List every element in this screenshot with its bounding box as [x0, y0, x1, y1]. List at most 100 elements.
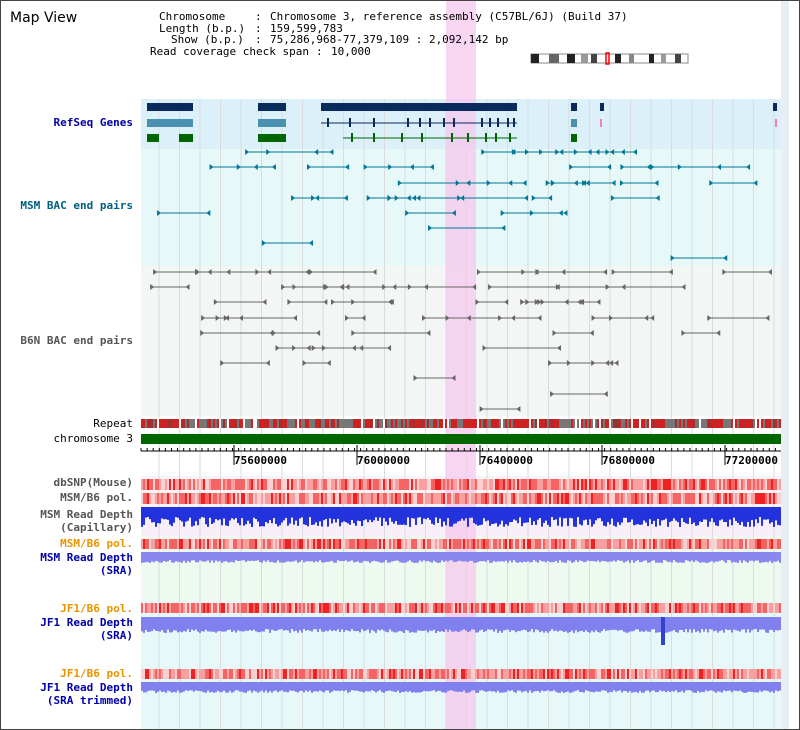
- b6n-bac-end: [372, 269, 377, 275]
- msm-b6-pol-cell: [759, 493, 761, 504]
- msm-b6-pol-cell: [343, 539, 345, 549]
- msm-depth-sra-bar: [269, 552, 271, 563]
- repeat-feature: [329, 419, 331, 428]
- jf1-b6-pol-cell: [173, 669, 175, 679]
- msm-depth-capillary-bar: [313, 507, 315, 525]
- jf1-depth-trimmed-bar: [671, 682, 673, 691]
- msm-depth-capillary-bar: [697, 507, 699, 526]
- msm-depth-capillary-bar: [629, 507, 631, 522]
- dbsnp-cell: [545, 479, 547, 490]
- msm-depth-sra-bar: [717, 552, 719, 562]
- msm-b6-pol-cell: [573, 539, 575, 549]
- msm-b6-pol-cell: [305, 493, 307, 504]
- msm-b6-pol-cell: [537, 539, 539, 549]
- jf1-depth-sra-bar: [771, 617, 773, 630]
- msm-b6-pol-cell: [423, 493, 425, 504]
- jf1-b6-pol-cell: [605, 669, 607, 679]
- msm-depth-sra-bar: [291, 552, 293, 562]
- msm-b6-pol-cell: [673, 493, 675, 504]
- jf1-depth-trimmed-bar: [467, 682, 469, 693]
- jf1-b6-pol-cell: [611, 669, 613, 679]
- msm-depth-capillary-bar: [555, 507, 557, 520]
- msm-depth-sra-bar: [375, 552, 377, 562]
- msm-depth-sra-bar: [253, 552, 255, 561]
- dbsnp-cell: [381, 479, 383, 490]
- track-label-b6n-bac[interactable]: B6N BAC end pairs: [20, 334, 133, 347]
- jf1-b6-pol-cell: [565, 669, 567, 679]
- track-label-msm-bac[interactable]: MSM BAC end pairs: [20, 199, 133, 212]
- repeat-feature: [339, 419, 341, 428]
- jf1-depth-sra-bar: [145, 617, 147, 630]
- msm-b6-pol-cell: [703, 493, 705, 504]
- repeat-feature: [257, 419, 259, 428]
- msm-depth-sra-bar: [349, 552, 351, 562]
- msm-depth-sra-bar: [751, 552, 753, 561]
- track-label-msm-b6-pol-2[interactable]: MSM/B6 pol.: [60, 537, 133, 550]
- dbsnp-cell: [743, 479, 745, 490]
- msm-b6-pol-cell: [567, 493, 569, 504]
- jf1-depth-sra-bar: [227, 617, 229, 630]
- repeat-feature: [241, 419, 243, 428]
- dbsnp-cell: [539, 479, 541, 490]
- gene-block: [571, 119, 577, 127]
- jf1-b6-pol-cell: [529, 603, 531, 613]
- dbsnp-cell: [145, 479, 147, 490]
- b6n-bac-end: [359, 345, 364, 351]
- jf1-b6-pol-cell: [623, 603, 625, 613]
- repeat-feature: [291, 419, 293, 428]
- track-label-dbsnp[interactable]: dbSNP(Mouse): [53, 476, 133, 489]
- msm-depth-sra-bar: [701, 552, 703, 563]
- jf1-depth-trimmed-bar: [415, 682, 417, 693]
- jf1-b6-pol-cell: [529, 669, 531, 679]
- dbsnp-cell: [707, 479, 709, 490]
- msm-b6-pol-cell: [627, 539, 629, 549]
- jf1-b6-pol-cell: [657, 669, 659, 679]
- msm-bac-end: [611, 180, 616, 186]
- msm-depth-sra-bar: [615, 552, 617, 562]
- msm-depth-capillary-bar: [449, 507, 451, 527]
- msm-bac-end: [545, 180, 550, 186]
- repeat-feature: [753, 419, 755, 428]
- msm-depth-capillary-bar: [701, 507, 703, 522]
- jf1-b6-pol-cell: [589, 669, 591, 679]
- repeat-feature: [159, 419, 161, 428]
- msm-depth-capillary-bar: [207, 507, 209, 527]
- jf1-depth-trimmed-bar: [649, 682, 651, 693]
- jf1-depth-trimmed-bar: [209, 682, 211, 693]
- track-label-refseq[interactable]: RefSeq Genes: [53, 116, 133, 129]
- track-label-msm-depth-capillary[interactable]: MSM Read Depth: [40, 508, 133, 521]
- jf1-b6-pol-cell: [279, 603, 281, 613]
- track-label-msm-b6-pol-1[interactable]: MSM/B6 pol.: [60, 491, 133, 504]
- msm-depth-sra-bar: [633, 552, 635, 563]
- track-label-jf1-b6-pol-1[interactable]: JF1/B6 pol.: [60, 602, 133, 615]
- msm-b6-pol-cell: [609, 539, 611, 549]
- msm-depth-sra-bar: [729, 552, 731, 561]
- jf1-b6-pol-cell: [629, 603, 631, 613]
- track-label-jf1-b6-pol-2[interactable]: JF1/B6 pol.: [60, 667, 133, 680]
- msm-b6-pol-cell: [699, 493, 701, 504]
- repeat-feature: [383, 419, 385, 428]
- repeat-feature: [335, 419, 337, 428]
- track-label-jf1-depth-sra[interactable]: JF1 Read Depth: [40, 616, 133, 629]
- track-label-msm-depth-sra[interactable]: MSM Read Depth: [40, 551, 133, 564]
- jf1-b6-pol-cell: [407, 603, 409, 613]
- msm-depth-sra-bar: [525, 552, 527, 563]
- msm-bac-end: [500, 210, 505, 216]
- jf1-b6-pol-cell: [675, 603, 677, 613]
- msm-b6-pol-cell: [447, 539, 449, 549]
- jf1-depth-trimmed-bar: [465, 682, 467, 693]
- msm-depth-capillary-bar: [327, 507, 329, 527]
- msm-b6-pol-cell: [483, 539, 485, 549]
- jf1-b6-pol-cell: [721, 669, 723, 679]
- repeat-feature: [763, 419, 765, 428]
- jf1-depth-sra-bar: [701, 617, 703, 630]
- msm-depth-capillary-bar: [657, 507, 659, 519]
- track-label-jf1-depth-trimmed[interactable]: JF1 Read Depth: [40, 681, 133, 694]
- repeat-feature: [743, 419, 745, 428]
- jf1-depth-sra-bar: [231, 617, 233, 632]
- jf1-depth-trimmed-bar: [189, 682, 191, 691]
- jf1-b6-pol-cell: [553, 603, 555, 613]
- msm-b6-pol-cell: [745, 539, 747, 549]
- dbsnp-cell: [365, 479, 367, 490]
